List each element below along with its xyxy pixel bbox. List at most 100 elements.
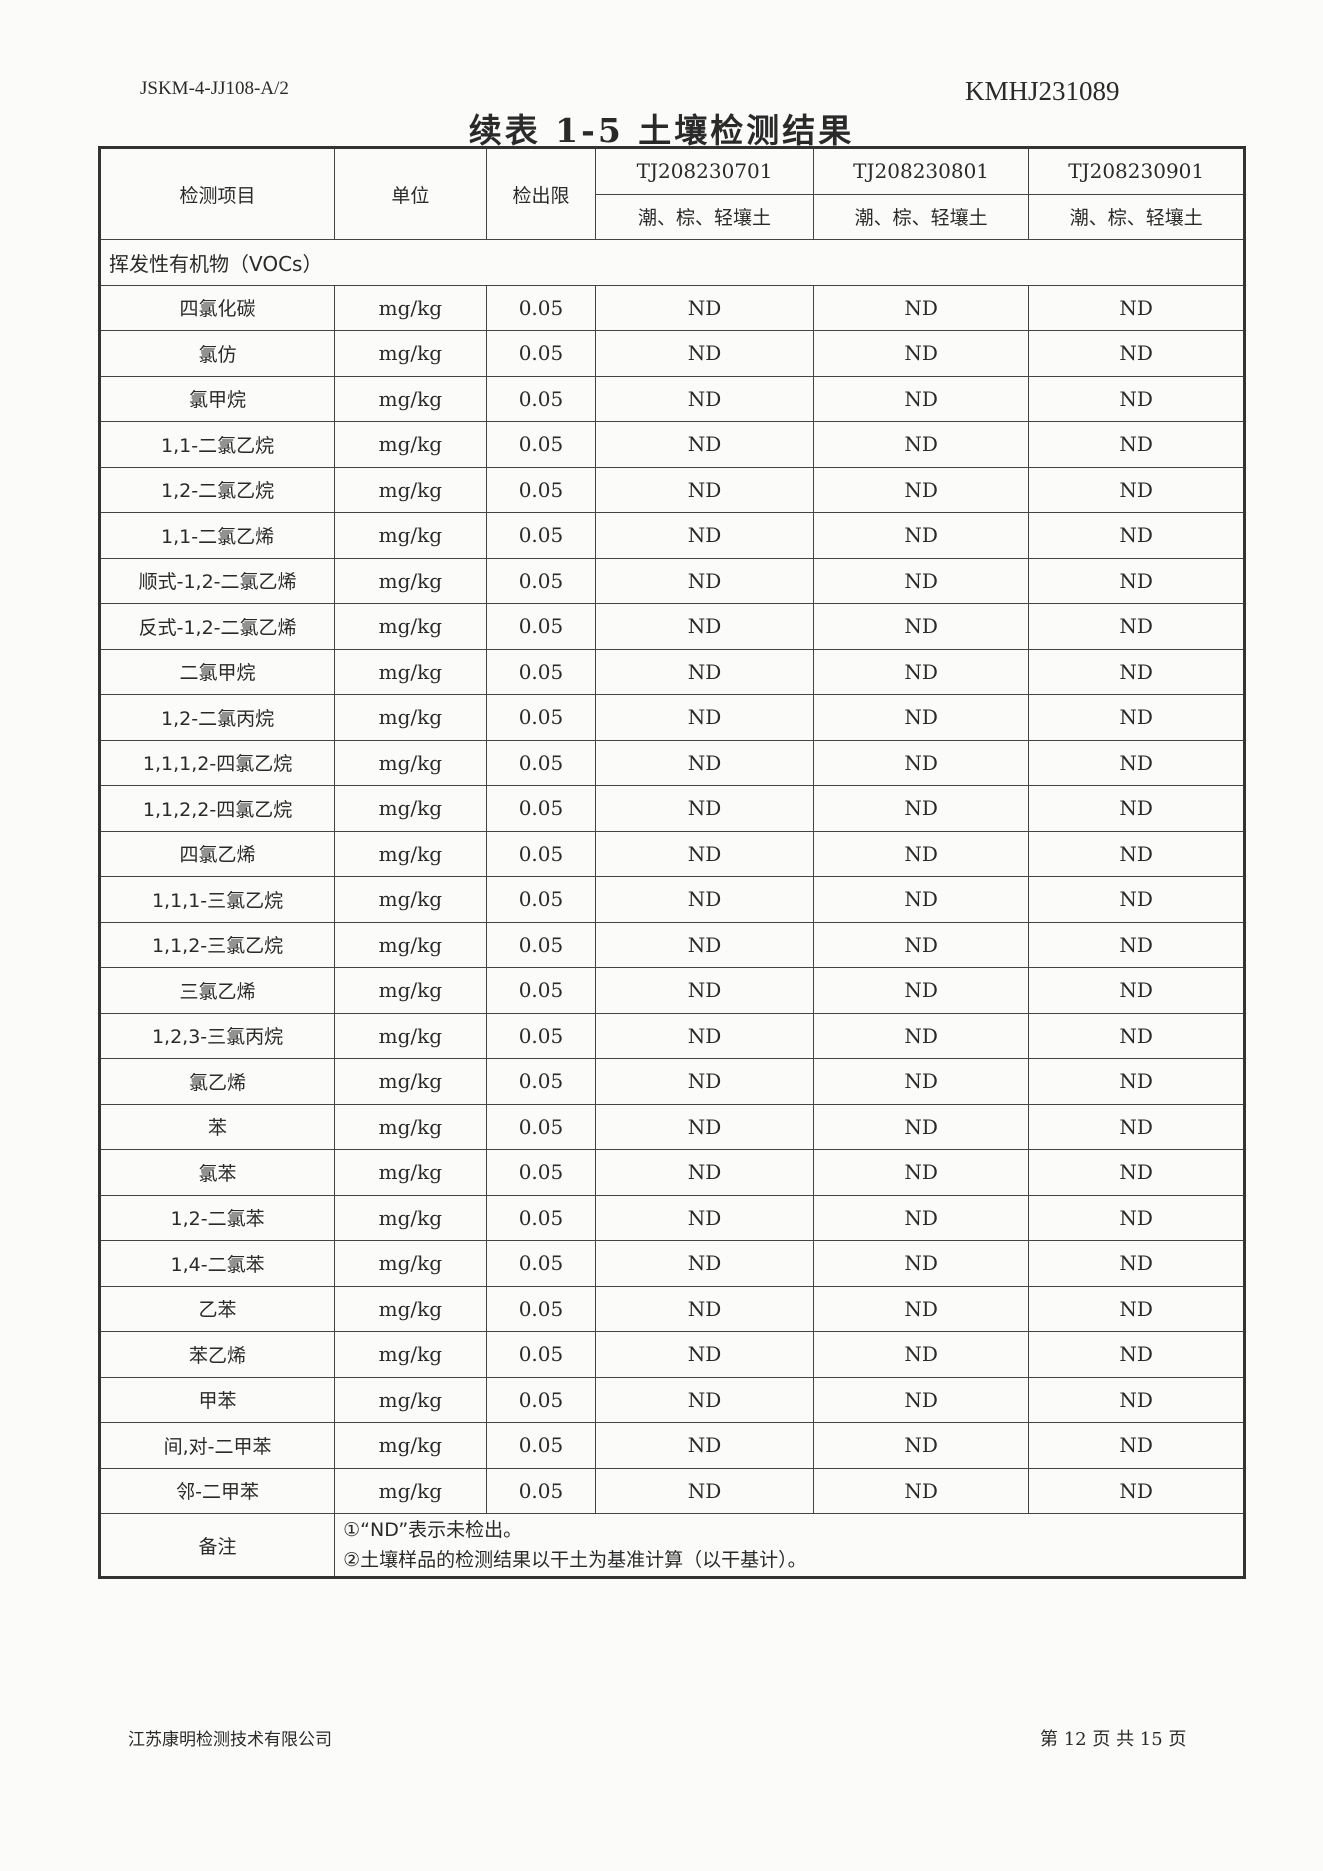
detection-limit: 0.05 [485,1467,597,1514]
result: ND [595,694,814,741]
unit: mg/kg [334,284,487,331]
detection-limit: 0.05 [485,967,597,1014]
report-number: KMHJ231089 [965,76,1120,106]
result: ND [595,830,814,877]
result: ND [812,1376,1030,1423]
header-limit: 检出限 [485,147,597,240]
table-row: 1,2-二氯苯 mg/kg 0.05 ND ND ND [98,1194,1245,1241]
unit: mg/kg [334,1422,487,1469]
result: ND [812,1422,1030,1469]
section-header: 挥发性有机物（VOCs） [99,239,1245,286]
unit: mg/kg [334,830,487,877]
unit: mg/kg [334,375,487,422]
result: ND [1028,876,1245,923]
table-row: 间,对-二甲苯 mg/kg 0.05 ND ND ND [98,1422,1245,1469]
item-name: 苯乙烯 [98,1331,336,1378]
item-name: 甲苯 [98,1376,336,1423]
item-name: 1,2,3-三氯丙烷 [98,1012,336,1059]
company-name: 江苏康明检测技术有限公司 [128,1730,332,1750]
table-row: 1,1,2,2-四氯乙烷 mg/kg 0.05 ND ND ND [98,785,1245,832]
header-unit: 单位 [334,147,487,240]
item-name: 三氯乙烯 [98,967,336,1014]
item-name: 间,对-二甲苯 [98,1422,336,1469]
result: ND [1028,921,1245,968]
result: ND [812,921,1030,968]
form-code: JSKM-4-JJ108-A/2 [140,78,289,99]
result: ND [595,1331,814,1378]
result: ND [595,375,814,422]
item-name: 1,1,2-三氯乙烷 [98,921,336,968]
item-name: 四氯乙烯 [98,830,336,877]
item-name: 氯甲烷 [98,375,336,422]
result: ND [812,1194,1030,1241]
remark: ①“ND”表示未检出。 [343,1519,523,1541]
result: ND [1028,284,1245,331]
unit: mg/kg [334,921,487,968]
item-name: 乙苯 [98,1285,336,1332]
item-name: 氯苯 [98,1149,336,1196]
unit: mg/kg [334,1331,487,1378]
detection-limit: 0.05 [485,1058,597,1105]
item-name: 氯乙烯 [98,1058,336,1105]
result: ND [812,876,1030,923]
unit: mg/kg [334,967,487,1014]
result: ND [1028,1331,1245,1378]
item-name: 1,2-二氯乙烷 [98,466,336,513]
result: ND [812,648,1030,695]
result: ND [595,1103,814,1150]
result: ND [1028,1285,1245,1332]
detection-limit: 0.05 [485,1012,597,1059]
detection-limit: 0.05 [485,876,597,923]
detection-limit: 0.05 [485,648,597,695]
result: ND [1028,375,1245,422]
table-row: 1,2-二氯乙烷 mg/kg 0.05 ND ND ND [98,466,1245,513]
detection-limit: 0.05 [485,1194,597,1241]
detection-limit: 0.05 [485,1376,597,1423]
unit: mg/kg [334,512,487,559]
sample-desc: 潮、棕、轻壤土 [1028,193,1245,240]
result: ND [1028,466,1245,513]
remarks-label: 备注 [98,1513,336,1578]
result: ND [1028,421,1245,468]
page-title: 续表 1-5 土壤检测结果 [468,111,855,150]
unit: mg/kg [334,1240,487,1287]
result: ND [812,1467,1030,1514]
table-row: 1,2,3-三氯丙烷 mg/kg 0.05 ND ND ND [98,1012,1245,1059]
table-row: 二氯甲烷 mg/kg 0.05 ND ND ND [98,648,1245,695]
item-name: 邻-二甲苯 [98,1467,336,1514]
detection-limit: 0.05 [485,785,597,832]
result: ND [812,375,1030,422]
detection-limit: 0.05 [485,1285,597,1332]
remarks-row: 备注 ①“ND”表示未检出。 ②土壤样品的检测结果以干土为基准计算（以干基计）。 [98,1513,1245,1578]
item-name: 1,1,1,2-四氯乙烷 [98,739,336,786]
result: ND [1028,512,1245,559]
result: ND [595,421,814,468]
item-name: 顺式-1,2-二氯乙烯 [98,557,336,604]
result: ND [1028,1149,1245,1196]
table-row: 1,1,1-三氯乙烷 mg/kg 0.05 ND ND ND [98,876,1245,923]
result: ND [1028,1467,1245,1514]
detection-limit: 0.05 [485,921,597,968]
results-table: 检测项目 单位 检出限 TJ208230701 TJ208230801 TJ20… [98,146,1246,1579]
result: ND [812,557,1030,604]
item-name: 1,1-二氯乙烷 [98,421,336,468]
result: ND [595,1467,814,1514]
unit: mg/kg [334,557,487,604]
result: ND [1028,1012,1245,1059]
table-row: 苯 mg/kg 0.05 ND ND ND [98,1103,1245,1150]
result: ND [595,739,814,786]
item-name: 二氯甲烷 [98,648,336,695]
result: ND [812,830,1030,877]
result: ND [812,284,1030,331]
detection-limit: 0.05 [485,512,597,559]
result: ND [595,1422,814,1469]
result: ND [595,1012,814,1059]
unit: mg/kg [334,1012,487,1059]
result: ND [812,1240,1030,1287]
item-name: 1,4-二氯苯 [98,1240,336,1287]
detection-limit: 0.05 [485,375,597,422]
result: ND [812,421,1030,468]
result: ND [812,330,1030,377]
unit: mg/kg [334,466,487,513]
result: ND [595,785,814,832]
